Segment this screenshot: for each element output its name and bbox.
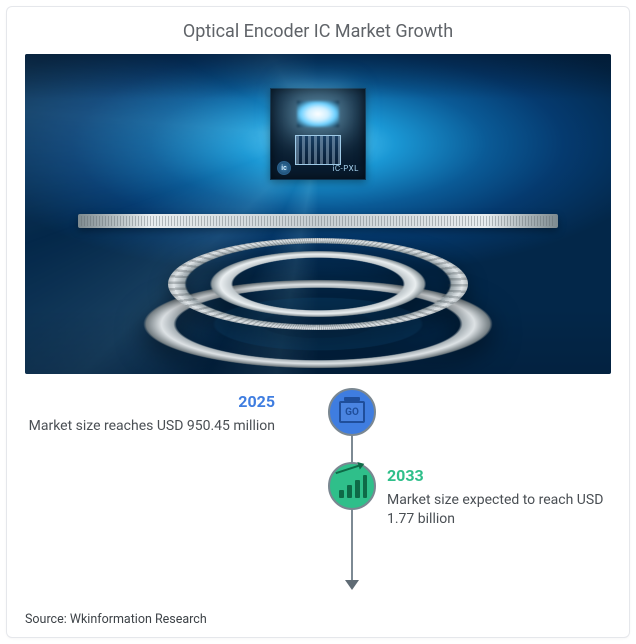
timeline-node-2025: GO [328,388,376,436]
chip-label: iC-PXL [332,164,359,173]
timeline: GO 2025 Market size reaches USD 950.45 m… [25,374,611,608]
timeline-node-2033 [328,462,376,510]
timeline-entry-left: 2025 Market size reaches USD 950.45 mill… [15,392,275,436]
arrow-down-icon [345,580,359,590]
ring-strips [168,238,468,330]
linear-scale [78,214,558,228]
encoder-ring [168,238,468,330]
growth-chart-icon [337,474,367,498]
chip-light-icon [297,101,339,127]
go-sign-icon: GO [339,401,365,423]
timeline-year: 2025 [15,392,275,411]
timeline-description: Market size expected to reach USD 1.77 b… [387,491,607,529]
chip-die [295,135,341,165]
timeline-description: Market size reaches USD 950.45 million [15,417,275,436]
chip-logo: ic [277,161,291,175]
page-title: Optical Encoder IC Market Growth [25,21,611,42]
source-attribution: Source: Wkinformation Research [25,612,611,627]
timeline-year: 2033 [387,466,607,485]
encoder-chip: ic iC-PXL [270,88,366,180]
hero-image: ic iC-PXL [25,54,611,374]
timeline-entry-right: 2033 Market size expected to reach USD 1… [387,466,607,529]
infographic-card: Optical Encoder IC Market Growth ic iC-P… [6,6,630,638]
